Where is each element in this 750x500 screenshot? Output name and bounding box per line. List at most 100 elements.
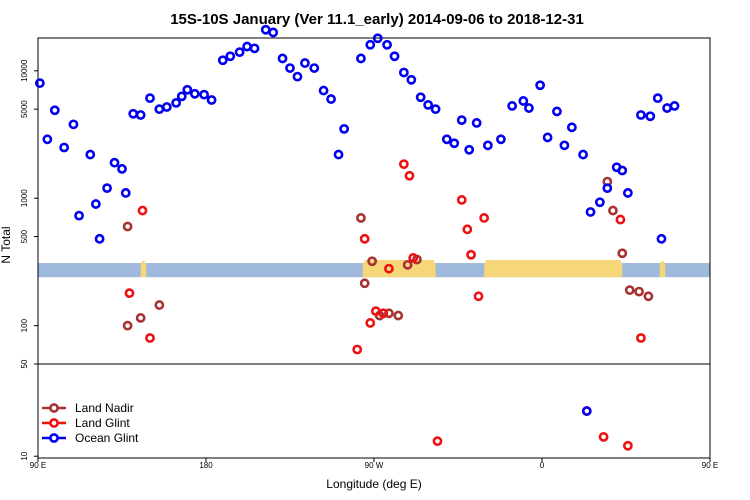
land-glint-point <box>456 195 467 205</box>
ocean-glint-point <box>372 33 383 44</box>
ocean-glint-point <box>109 157 120 168</box>
ocean-glint-point <box>581 406 592 416</box>
ocean-glint-point <box>176 91 187 102</box>
land-glint-point <box>145 333 155 343</box>
ocean-glint-point <box>652 93 663 104</box>
ocean-glint-point <box>645 111 656 122</box>
land-glint-point <box>384 263 394 274</box>
legend-label: Land Glint <box>75 416 130 430</box>
ocean-glint-point <box>145 93 155 104</box>
y-tick-label: 10 <box>20 451 29 460</box>
land-nadir-point <box>135 313 146 323</box>
land-band-segment <box>140 260 147 278</box>
land-glint-point <box>404 170 415 181</box>
ocean-glint-point <box>382 39 392 50</box>
ocean-glint-point <box>128 108 139 119</box>
ocean-glint-point <box>242 41 252 52</box>
land-nadir-point <box>367 256 378 267</box>
land-nadir-point <box>608 205 618 216</box>
x-tick-label: 90 W <box>365 461 384 470</box>
legend-marker <box>49 418 59 428</box>
ocean-glint-point <box>117 163 127 174</box>
ocean-glint-point <box>85 149 96 160</box>
ocean-glint-point <box>398 67 409 78</box>
ocean-glint-point <box>102 183 112 194</box>
ocean-glint-point <box>578 149 588 160</box>
ocean-glint-point <box>161 102 172 112</box>
land-nadir-point <box>402 259 413 270</box>
y-axis: 100 500 1000 5000 10000 10 50 <box>20 59 38 461</box>
ocean-glint-point <box>559 140 570 151</box>
ocean-glint-point <box>594 197 605 208</box>
land-glint-point <box>365 318 376 328</box>
ocean-glint-point <box>542 132 553 143</box>
ocean-glint-point <box>300 58 310 68</box>
land-band-segment <box>659 260 666 278</box>
ocean-glint-point <box>34 78 45 89</box>
data-points <box>34 24 680 451</box>
ocean-glint-point <box>49 105 60 116</box>
ocean-glint-point <box>292 71 303 82</box>
ocean-glint-point <box>59 142 70 153</box>
land-ocean-band <box>38 260 710 278</box>
ocean-glint-point <box>356 53 366 64</box>
y-tick-label: 50 <box>20 359 29 368</box>
ocean-glint-point <box>135 110 146 120</box>
ocean-glint-point <box>249 43 260 54</box>
land-glint-point <box>359 233 370 244</box>
y-tick-label: 100 <box>20 318 29 332</box>
land-glint-point <box>636 333 646 343</box>
ocean-glint-point <box>456 115 467 126</box>
ocean-glint-point <box>42 134 53 145</box>
land-glint-point <box>124 288 135 299</box>
ocean-glint-point <box>602 183 613 194</box>
ocean-glint-point <box>656 233 667 244</box>
ocean-glint-point <box>507 101 518 111</box>
ocean-glint-point <box>406 74 417 85</box>
land-glint-point <box>137 205 148 216</box>
y-tick-label: 10000 <box>20 59 29 82</box>
ocean-glint-point <box>318 85 329 96</box>
ocean-glint-point <box>199 89 210 100</box>
land-glint-point <box>473 291 484 302</box>
land-nadir-point <box>634 286 644 297</box>
legend-label: Land Nadir <box>75 401 134 415</box>
land-nadir-point <box>617 248 628 259</box>
ocean-glint-point <box>636 110 646 120</box>
land-glint-point <box>432 436 443 447</box>
ocean-glint-point <box>482 140 493 151</box>
land-nadir-point <box>356 213 366 223</box>
land-glint-point <box>352 344 363 355</box>
ocean-glint-point <box>518 96 529 106</box>
ocean-glint-point <box>524 103 534 113</box>
land-nadir-point <box>122 221 133 232</box>
land-nadir-point <box>624 285 635 296</box>
ocean-glint-point <box>206 95 217 105</box>
lower-panel-frame <box>37 363 711 459</box>
land-glint-point <box>466 249 476 260</box>
ocean-glint-point <box>669 101 680 111</box>
ocean-glint-point <box>217 55 228 66</box>
x-axis: 90 E 180 90 W 0 90 E <box>30 458 718 470</box>
legend-marker <box>49 403 59 413</box>
y-tick-label: 500 <box>20 229 29 243</box>
ocean-glint-point <box>94 233 105 244</box>
ocean-glint-point <box>333 149 344 160</box>
ocean-glint-point <box>182 84 193 95</box>
ocean-glint-point <box>535 80 546 91</box>
ocean-glint-point <box>423 99 434 110</box>
ocean-glint-point <box>326 94 336 104</box>
x-tick-label: 180 <box>199 461 213 470</box>
land-glint-point <box>378 308 389 319</box>
ocean-glint-point <box>471 118 482 128</box>
ocean-glint-point <box>225 51 236 62</box>
ocean-glint-point <box>617 165 628 176</box>
x-axis-label: Longitude (deg E) <box>326 477 421 491</box>
y-axis-label: N Total <box>0 226 13 263</box>
ocean-glint-point <box>389 51 400 62</box>
ocean-glint-point <box>68 119 79 130</box>
ocean-glint-point <box>339 123 350 134</box>
ocean-glint-point <box>365 39 376 50</box>
